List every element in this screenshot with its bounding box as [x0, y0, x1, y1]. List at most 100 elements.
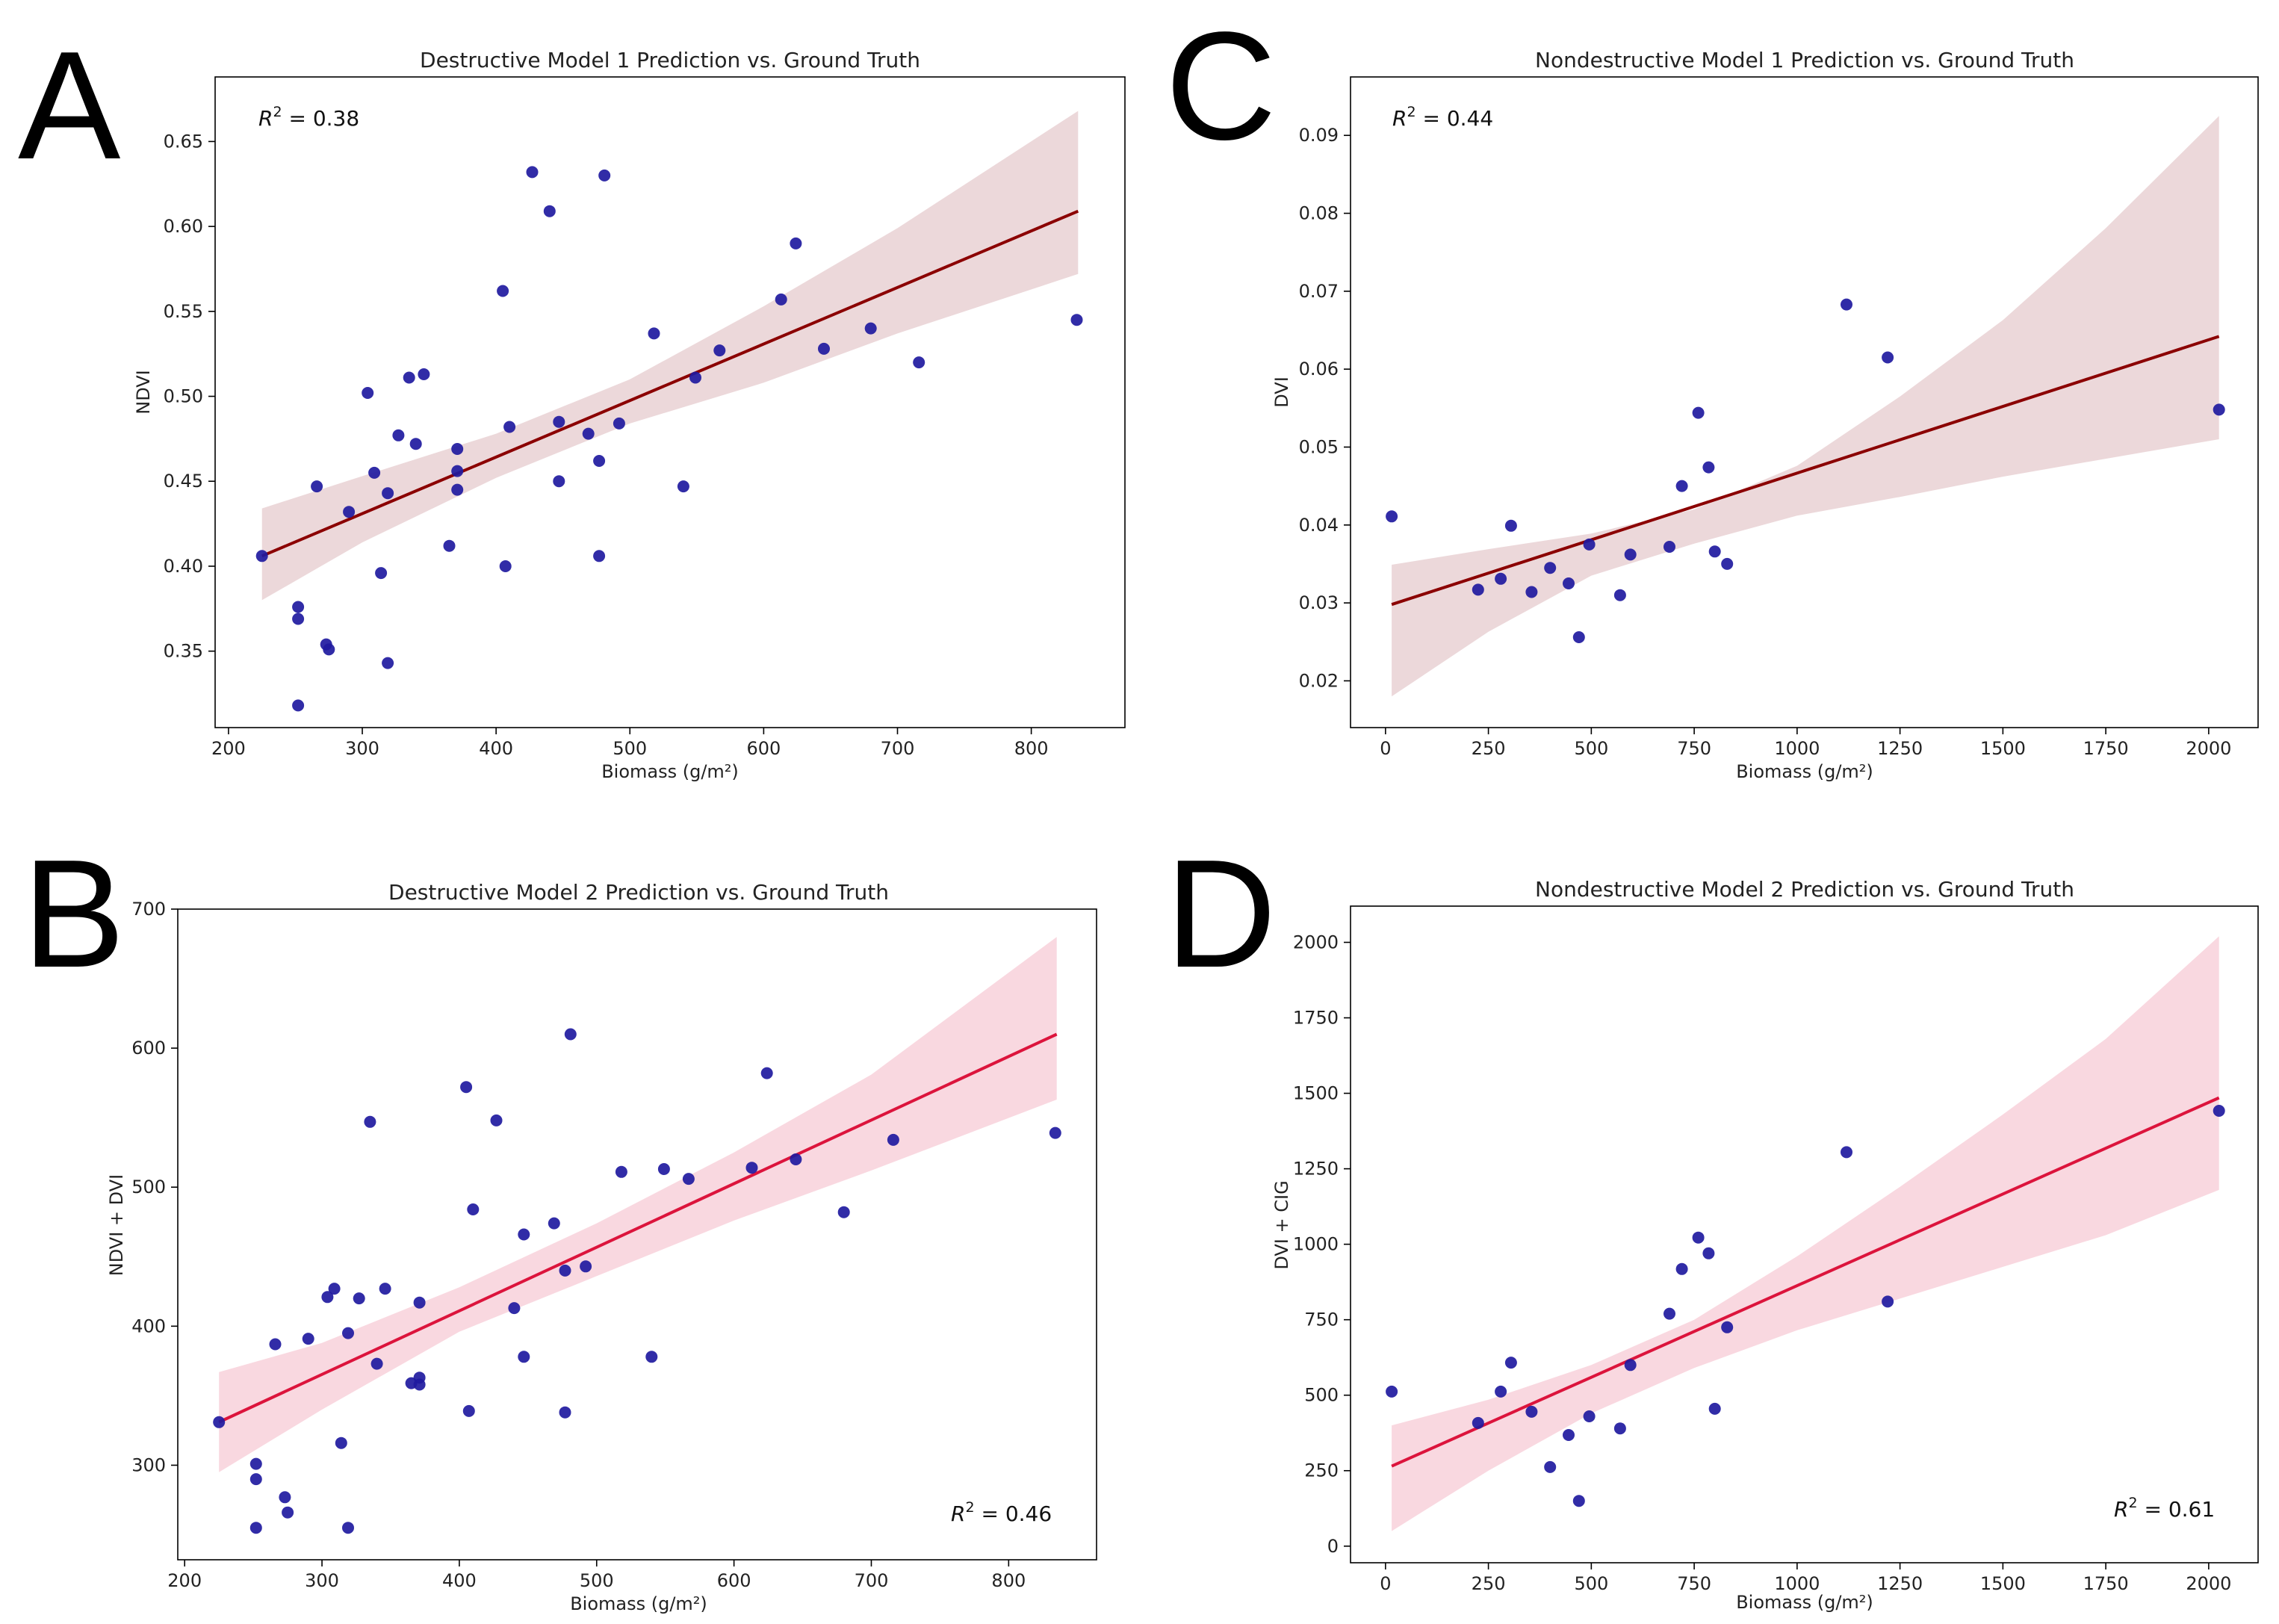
data-point — [1472, 583, 1484, 596]
y-tick-label: 0.35 — [164, 641, 203, 662]
plot-frame — [1350, 905, 2259, 1563]
panel-c: C Nondestructive Model 1 Prediction vs. … — [1165, 0, 2259, 782]
x-tick-label: 250 — [1472, 1573, 1506, 1594]
confidence-band — [1392, 116, 2219, 697]
data-point — [790, 1153, 802, 1165]
data-point — [913, 356, 925, 369]
chart-title: Destructive Model 1 Prediction vs. Groun… — [420, 48, 920, 72]
data-point — [837, 1206, 850, 1218]
data-point — [1544, 1460, 1557, 1473]
data-point — [2213, 403, 2225, 416]
data-point — [818, 342, 830, 355]
y-tick-label: 600 — [131, 1038, 166, 1059]
x-tick-label: 700 — [881, 738, 915, 759]
data-point — [1504, 1357, 1517, 1369]
y-tick-label: 1500 — [1293, 1083, 1339, 1104]
data-point — [559, 1264, 571, 1277]
data-point — [409, 438, 422, 450]
data-point — [887, 1133, 899, 1146]
y-tick-label: 1250 — [1293, 1159, 1339, 1180]
data-point — [1504, 519, 1517, 532]
y-tick-label: 0.03 — [1299, 592, 1339, 613]
data-point — [1613, 1422, 1626, 1435]
data-point — [1882, 351, 1894, 364]
data-point — [1572, 1495, 1585, 1507]
y-tick-label: 0.60 — [164, 216, 203, 237]
y-tick-label: 0.50 — [164, 386, 203, 407]
data-point — [392, 429, 405, 441]
x-tick-label: 500 — [613, 738, 647, 759]
data-point — [713, 344, 726, 357]
data-point — [2213, 1105, 2225, 1117]
y-axis-label: NDVI + DVI — [106, 1174, 127, 1276]
data-point — [249, 1473, 262, 1486]
data-point — [292, 613, 305, 625]
x-axis-label: Biomass (g/m²) — [570, 1593, 707, 1614]
data-point — [526, 166, 539, 179]
regression-line — [218, 1032, 1058, 1424]
x-tick-label: 0 — [1380, 1573, 1391, 1594]
data-point — [1702, 1247, 1715, 1259]
data-point — [1495, 1385, 1507, 1398]
data-point — [1663, 541, 1675, 553]
y-tick-label: 500 — [131, 1177, 166, 1197]
y-tick-label: 0.40 — [164, 556, 203, 577]
x-tick-label: 1750 — [2083, 738, 2129, 759]
y-tick-label: 2000 — [1293, 932, 1339, 952]
y-tick-label: 400 — [131, 1315, 166, 1336]
data-point — [1702, 461, 1715, 474]
data-point — [548, 1217, 560, 1230]
data-point — [1386, 1385, 1398, 1398]
y-axis-label: NDVI — [133, 370, 154, 415]
data-point — [689, 371, 701, 384]
data-point — [443, 539, 456, 552]
y-tick-label: 1000 — [1293, 1234, 1339, 1255]
y-tick-label: 0.04 — [1299, 515, 1339, 536]
data-point — [249, 1522, 262, 1534]
data-point — [413, 1296, 426, 1309]
panel-d: D Nondestructive Model 2 Prediction vs. … — [1165, 828, 2259, 1613]
data-point — [1525, 1405, 1538, 1418]
data-point — [1692, 406, 1705, 419]
y-tick-label: 250 — [1304, 1460, 1339, 1481]
data-point — [564, 1028, 577, 1041]
x-tick-label: 800 — [1014, 738, 1049, 759]
data-point — [615, 1165, 627, 1178]
x-tick-label: 200 — [211, 738, 246, 759]
data-point — [1386, 510, 1398, 523]
data-point — [1841, 1146, 1852, 1159]
data-point — [593, 455, 606, 467]
y-tick-label: 0.02 — [1299, 670, 1339, 691]
x-tick-label: 0 — [1380, 738, 1391, 759]
y-tick-label: 0.45 — [164, 471, 203, 492]
plot-frame — [1350, 76, 2259, 728]
data-point — [460, 1081, 473, 1094]
data-point — [1624, 548, 1637, 561]
data-point — [508, 1302, 521, 1315]
x-tick-label: 1500 — [1980, 1573, 2026, 1594]
x-axis-label: Biomass (g/m²) — [1736, 761, 1873, 782]
data-point — [1708, 1402, 1721, 1415]
x-tick-label: 1250 — [1877, 738, 1923, 759]
y-tick-label: 750 — [1304, 1310, 1339, 1330]
confidence-band — [1392, 936, 2219, 1531]
data-point — [1675, 480, 1688, 492]
plot-frame — [214, 76, 1126, 728]
x-tick-label: 300 — [345, 738, 379, 759]
data-point — [1583, 1410, 1596, 1422]
data-point — [593, 550, 606, 562]
data-point — [1583, 538, 1596, 551]
data-point — [1049, 1126, 1061, 1139]
data-point — [760, 1067, 773, 1079]
x-tick-label: 400 — [442, 1570, 477, 1591]
data-point — [467, 1203, 480, 1215]
data-point — [645, 1351, 658, 1363]
data-point — [682, 1173, 695, 1186]
data-point — [321, 1291, 334, 1304]
x-tick-label: 600 — [717, 1570, 751, 1591]
plot-frame — [177, 908, 1097, 1561]
data-point — [775, 293, 787, 306]
y-tick-label: 500 — [1304, 1385, 1339, 1406]
data-point — [648, 327, 660, 340]
x-tick-label: 1750 — [2083, 1573, 2129, 1594]
